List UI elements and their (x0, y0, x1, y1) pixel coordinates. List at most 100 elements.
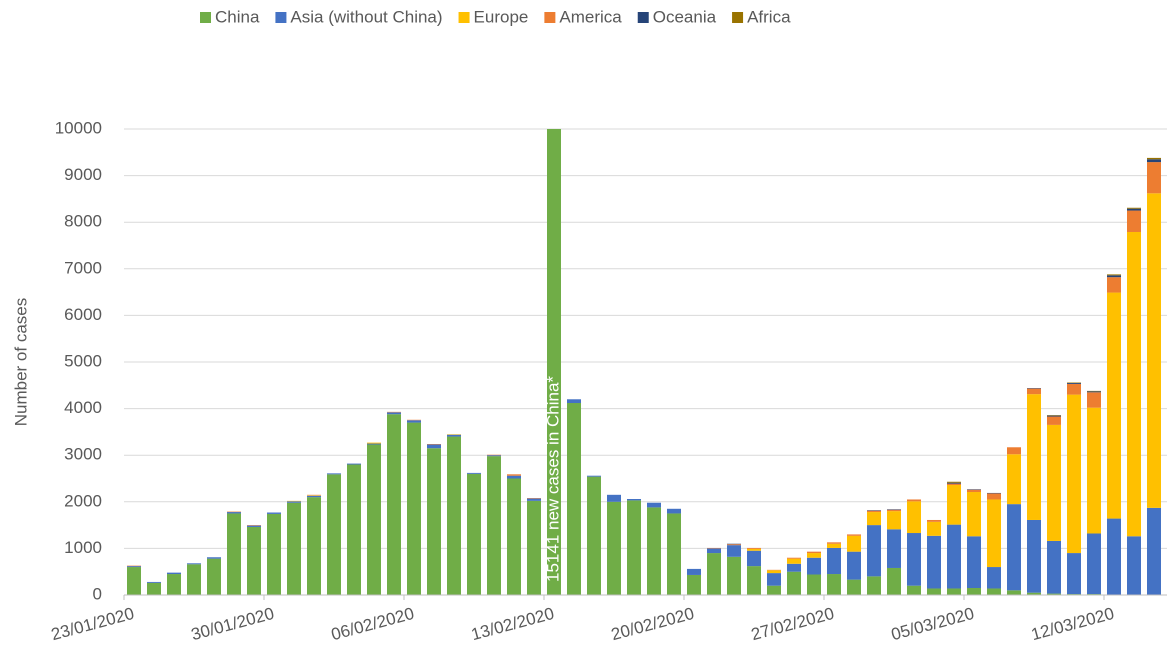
bar-segment (1007, 447, 1021, 455)
bar-segment (1047, 415, 1061, 417)
y-tick-label: 10000 (55, 118, 102, 137)
bar-segment (1087, 407, 1101, 534)
bar-segment (1087, 392, 1101, 408)
legend-swatch (200, 12, 211, 23)
x-tick-label: 23/01/2020 (49, 604, 136, 644)
bar-segment (727, 544, 741, 546)
bar-segment (587, 476, 601, 595)
bar-segment (987, 493, 1001, 500)
y-tick-label: 4000 (64, 398, 102, 417)
bar-segment (967, 489, 981, 493)
bar-segment (207, 558, 221, 595)
bar-segment (987, 567, 1001, 589)
bar-segment (887, 511, 901, 530)
bar-segment (1007, 590, 1021, 595)
bar-segment (507, 478, 521, 595)
bar-segment (927, 588, 941, 595)
y-tick-label: 9000 (64, 165, 102, 184)
x-tick-label: 27/02/2020 (749, 604, 836, 644)
bar-segment (207, 557, 221, 559)
bar-segment (447, 436, 461, 595)
bar-segment (767, 573, 781, 586)
bar-segment (887, 509, 901, 512)
legend-swatch (732, 12, 744, 23)
bar-segment (727, 556, 741, 595)
bar-segment (1067, 382, 1081, 384)
bar-segment (507, 474, 521, 476)
bar-segment (947, 524, 961, 589)
bar-segment (967, 492, 981, 537)
bar-segment (787, 557, 801, 559)
bar-segment (1067, 383, 1081, 395)
bar-segment (427, 444, 441, 449)
bar-segment (1107, 292, 1121, 519)
bar-segment (707, 548, 721, 554)
bar-segment (1007, 504, 1021, 591)
bar-segment (1067, 553, 1081, 595)
bar-segment (187, 563, 201, 565)
bar-segment (887, 567, 901, 595)
legend-swatch (544, 12, 556, 23)
bar-segment (347, 463, 361, 465)
bars (127, 129, 1161, 596)
bar-segment (187, 564, 201, 595)
bar-segment (1087, 391, 1101, 393)
bar-segment (947, 482, 961, 484)
bar-segment (907, 499, 921, 502)
bar-segment (747, 548, 761, 551)
bar-segment (407, 422, 421, 595)
bar-segment (607, 501, 621, 595)
bar-segment (547, 129, 561, 596)
bar-segment (1027, 394, 1041, 520)
legend-label: Africa (747, 7, 791, 26)
bar-segment (1027, 388, 1041, 395)
bar-segment (847, 579, 861, 595)
y-tick-label: 6000 (64, 305, 102, 324)
bar-segment (887, 529, 901, 568)
bar-segment (1067, 394, 1081, 554)
bar-segment (267, 513, 281, 595)
bar-segment (1127, 208, 1141, 211)
legend-label: America (559, 7, 622, 26)
bar-segment (247, 525, 261, 527)
bar-segment (247, 526, 261, 595)
bar-segment (587, 475, 601, 477)
y-tick-label: 5000 (64, 351, 102, 370)
y-tick-label: 0 (93, 584, 102, 603)
bar-segment (1127, 207, 1141, 209)
x-tick-label: 05/03/2020 (889, 604, 976, 644)
bar-segment (367, 443, 381, 445)
bar-segment (947, 588, 961, 595)
bar-segment (1027, 519, 1041, 593)
bar-segment (167, 572, 181, 575)
bar-segment (1107, 275, 1121, 278)
bar-segment (167, 574, 181, 595)
bar-segment (747, 547, 761, 549)
bar-segment (427, 448, 441, 595)
bar-segment (1107, 518, 1121, 595)
bar-segment (947, 481, 961, 483)
bar-segment (927, 519, 941, 522)
bar-segment (867, 525, 881, 577)
annotation: 15141 new cases in China* (543, 376, 562, 582)
bar-segment (967, 588, 981, 595)
y-tick-label: 8000 (64, 212, 102, 231)
bar-segment (987, 499, 1001, 568)
bar-segment (127, 567, 141, 595)
bar-segment (1127, 536, 1141, 595)
bar-segment (787, 558, 801, 564)
bar-segment (647, 507, 661, 595)
legend-swatch (458, 12, 470, 23)
bar-segment (807, 574, 821, 595)
bar-segment (407, 420, 421, 423)
bar-segment (667, 508, 681, 514)
bar-segment (867, 576, 881, 595)
bar-segment (767, 570, 781, 574)
bar-segment (1027, 592, 1041, 595)
bar-segment (347, 464, 361, 595)
bar-segment (447, 434, 461, 437)
bar-segment (487, 455, 501, 457)
bar-segment (607, 494, 621, 502)
bar-segment (307, 495, 321, 498)
bar-segment (567, 403, 581, 595)
